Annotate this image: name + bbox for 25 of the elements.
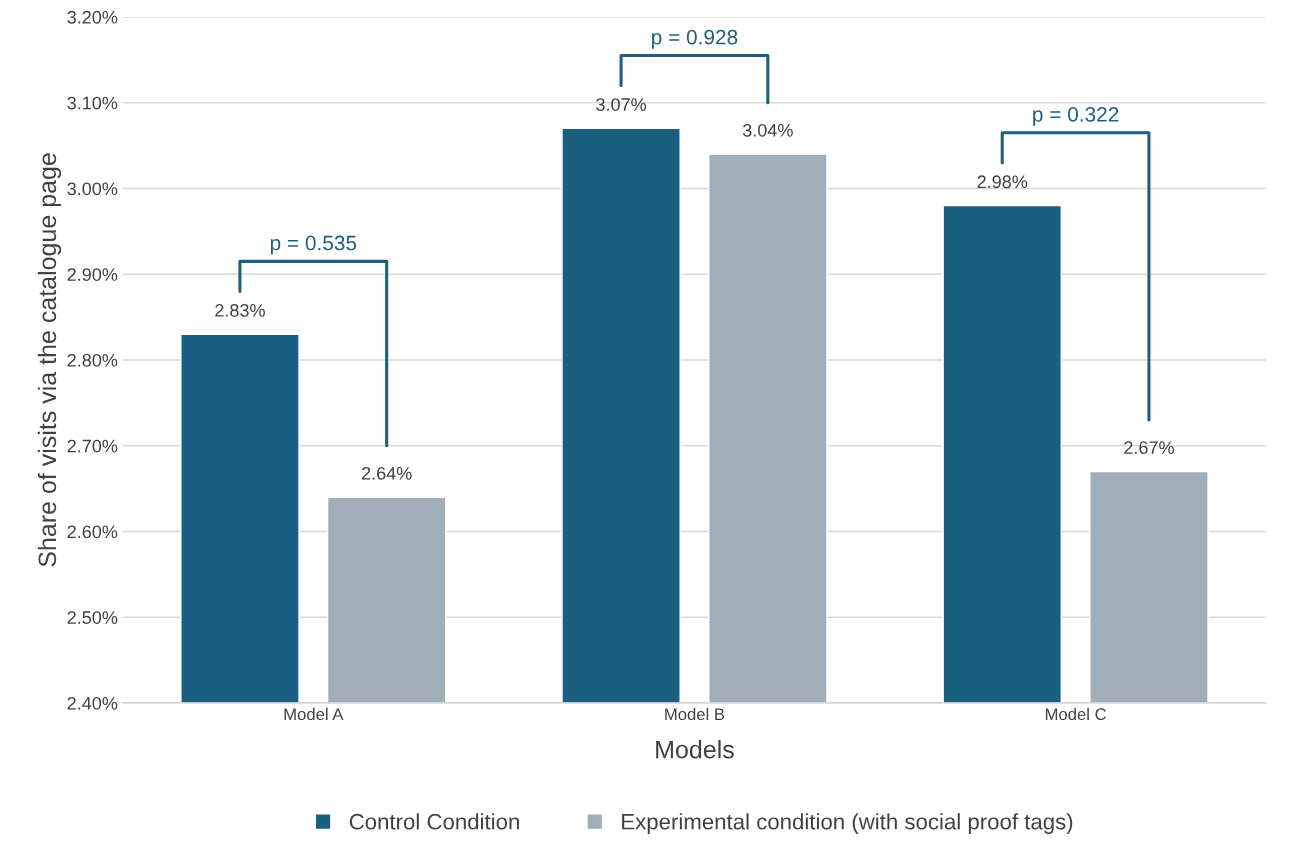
y-tick-label: 2.40% [67, 696, 118, 710]
y-tick-label: 3.10% [67, 96, 118, 110]
y-tick-label: 2.50% [67, 611, 118, 624]
y-tick-label: 3.00% [67, 182, 118, 196]
annotation: p = 0.322 [1033, 106, 1119, 126]
annotation: p = 0.535 [270, 235, 357, 255]
data-label: 2.67% [1124, 441, 1174, 454]
data-label: 3.07% [596, 98, 647, 111]
legend-label: Experimental condition (with social proof tags) [622, 813, 1073, 834]
data-label: 2.83% [215, 304, 265, 317]
y-axis-title: Share of visits via the catalogue page [37, 153, 62, 567]
annotation: p = 0.928 [652, 29, 738, 49]
data-label: 3.04% [742, 123, 793, 137]
x-tick-label: Model C [1045, 707, 1106, 721]
data-label: 2.98% [977, 175, 1028, 189]
y-tick-label: 3.20% [67, 10, 118, 24]
x-tick-label: Model B [665, 707, 725, 721]
x-axis-title: Models [656, 740, 734, 759]
data-label: 2.64% [361, 466, 412, 480]
y-tick-label: 2.80% [67, 353, 118, 367]
x-tick-label: Model A [284, 707, 344, 721]
y-tick-label: 2.70% [67, 439, 118, 453]
y-tick-label: 2.90% [67, 268, 118, 281]
legend-label: Control Condition [349, 813, 519, 830]
y-tick-label: 2.60% [67, 525, 118, 539]
